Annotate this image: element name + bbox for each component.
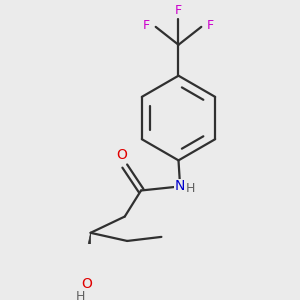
Text: F: F: [143, 19, 150, 32]
Text: H: H: [75, 290, 85, 300]
Text: O: O: [116, 148, 127, 163]
Text: H: H: [186, 182, 195, 195]
Text: F: F: [207, 19, 214, 32]
Polygon shape: [82, 233, 91, 272]
Text: O: O: [81, 277, 92, 291]
Text: N: N: [175, 179, 185, 194]
Text: F: F: [175, 4, 182, 17]
